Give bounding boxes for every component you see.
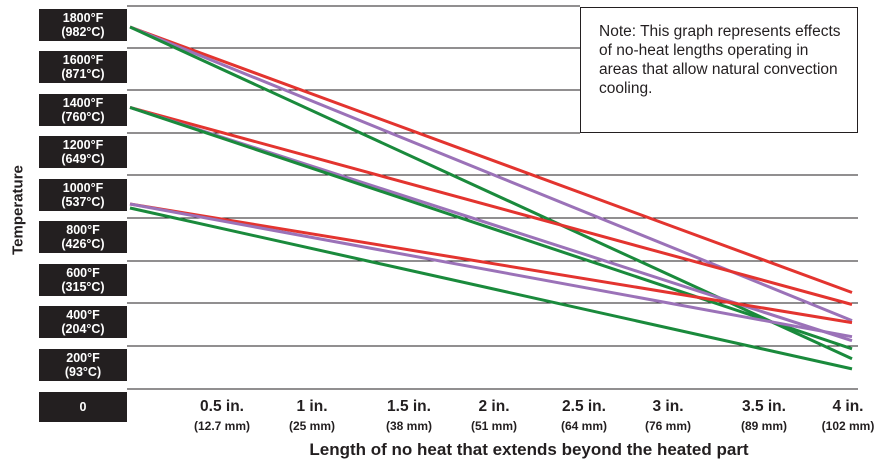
- x-tick-label-4: 4 in. (102 mm): [822, 398, 875, 434]
- y-tick-label-1800: 1800°F (982°C): [39, 9, 127, 41]
- series-line-1: [129, 25, 853, 294]
- y-tick-fahrenheit: 400°F: [66, 308, 100, 322]
- x-tick-label-0-5: 0.5 in. (12.7 mm): [194, 398, 250, 434]
- x-tick-millimeters: (76 mm): [644, 419, 692, 433]
- y-tick-celsius: (871°C): [61, 67, 105, 81]
- x-tick-inches: 1 in.: [296, 398, 328, 415]
- x-tick-inches: 2.5 in.: [562, 398, 606, 415]
- x-tick-inches: 3 in.: [652, 398, 684, 415]
- y-tick-celsius: (982°C): [61, 25, 105, 39]
- x-tick-inches: 2 in.: [478, 398, 510, 415]
- y-tick-celsius: (315°C): [61, 280, 105, 294]
- x-tick-millimeters: (38 mm): [385, 419, 433, 433]
- y-tick-label-400: 400°F (204°C): [39, 306, 127, 338]
- y-tick-fahrenheit: 0: [79, 400, 87, 414]
- y-tick-fahrenheit: 200°F: [66, 351, 100, 365]
- x-tick-millimeters: (64 mm): [560, 419, 608, 433]
- x-tick-millimeters: (12.7 mm): [193, 419, 251, 433]
- x-tick-inches: 1.5 in.: [387, 398, 431, 415]
- y-tick-celsius: (760°C): [61, 110, 105, 124]
- y-tick-celsius: (204°C): [61, 322, 105, 336]
- x-tick-millimeters: (89 mm): [740, 419, 788, 433]
- x-axis-title: Length of no heat that extends beyond th…: [309, 440, 749, 459]
- y-tick-label-1400: 1400°F (760°C): [39, 94, 127, 126]
- y-tick-label-1600: 1600°F (871°C): [39, 51, 127, 83]
- y-tick-fahrenheit: 1000°F: [62, 181, 104, 195]
- y-tick-fahrenheit: 600°F: [66, 266, 100, 280]
- y-tick-celsius: (93°C): [64, 365, 102, 379]
- x-tick-label-3-5: 3.5 in. (89 mm): [741, 398, 787, 434]
- y-axis-title: Temperature: [9, 165, 27, 255]
- x-tick-inches: 0.5 in.: [200, 398, 244, 415]
- x-tick-label-1-5: 1.5 in. (38 mm): [386, 398, 432, 434]
- x-tick-label-3: 3 in. (76 mm): [645, 398, 691, 434]
- x-tick-inches: 4 in.: [832, 398, 864, 415]
- y-tick-label-0: 0: [39, 392, 127, 422]
- y-tick-label-200: 200°F (93°C): [39, 349, 127, 381]
- y-tick-label-600: 600°F (315°C): [39, 264, 127, 296]
- note-box: Note: This graph represents effects of n…: [580, 7, 858, 133]
- y-tick-fahrenheit: 1200°F: [62, 138, 104, 152]
- y-tick-fahrenheit: 1600°F: [62, 53, 104, 67]
- series-lines: [129, 25, 853, 371]
- series-line-9: [129, 206, 853, 371]
- y-tick-label-1200: 1200°F (649°C): [39, 136, 127, 168]
- x-tick-label-2-5: 2.5 in. (64 mm): [561, 398, 607, 434]
- y-tick-fahrenheit: 1400°F: [62, 96, 104, 110]
- x-tick-inches: 3.5 in.: [742, 398, 786, 415]
- y-tick-label-800: 800°F (426°C): [39, 221, 127, 253]
- x-tick-millimeters: (102 mm): [821, 419, 875, 433]
- y-tick-fahrenheit: 1800°F: [62, 11, 104, 25]
- series-line-7: [129, 202, 853, 325]
- x-tick-label-1: 1 in. (25 mm): [289, 398, 335, 434]
- x-tick-millimeters: (25 mm): [288, 419, 336, 433]
- series-line-6: [129, 105, 853, 351]
- series-line-8: [129, 202, 853, 339]
- note-text: Note: This graph represents effects of n…: [599, 23, 841, 97]
- y-tick-celsius: (537°C): [61, 195, 105, 209]
- series-line-4: [129, 105, 853, 306]
- y-tick-celsius: (649°C): [61, 152, 105, 166]
- x-tick-label-2: 2 in. (51 mm): [471, 398, 517, 434]
- y-tick-celsius: (426°C): [61, 237, 105, 251]
- x-tick-millimeters: (51 mm): [470, 419, 518, 433]
- y-tick-fahrenheit: 800°F: [66, 223, 100, 237]
- y-tick-label-1000: 1000°F (537°C): [39, 179, 127, 211]
